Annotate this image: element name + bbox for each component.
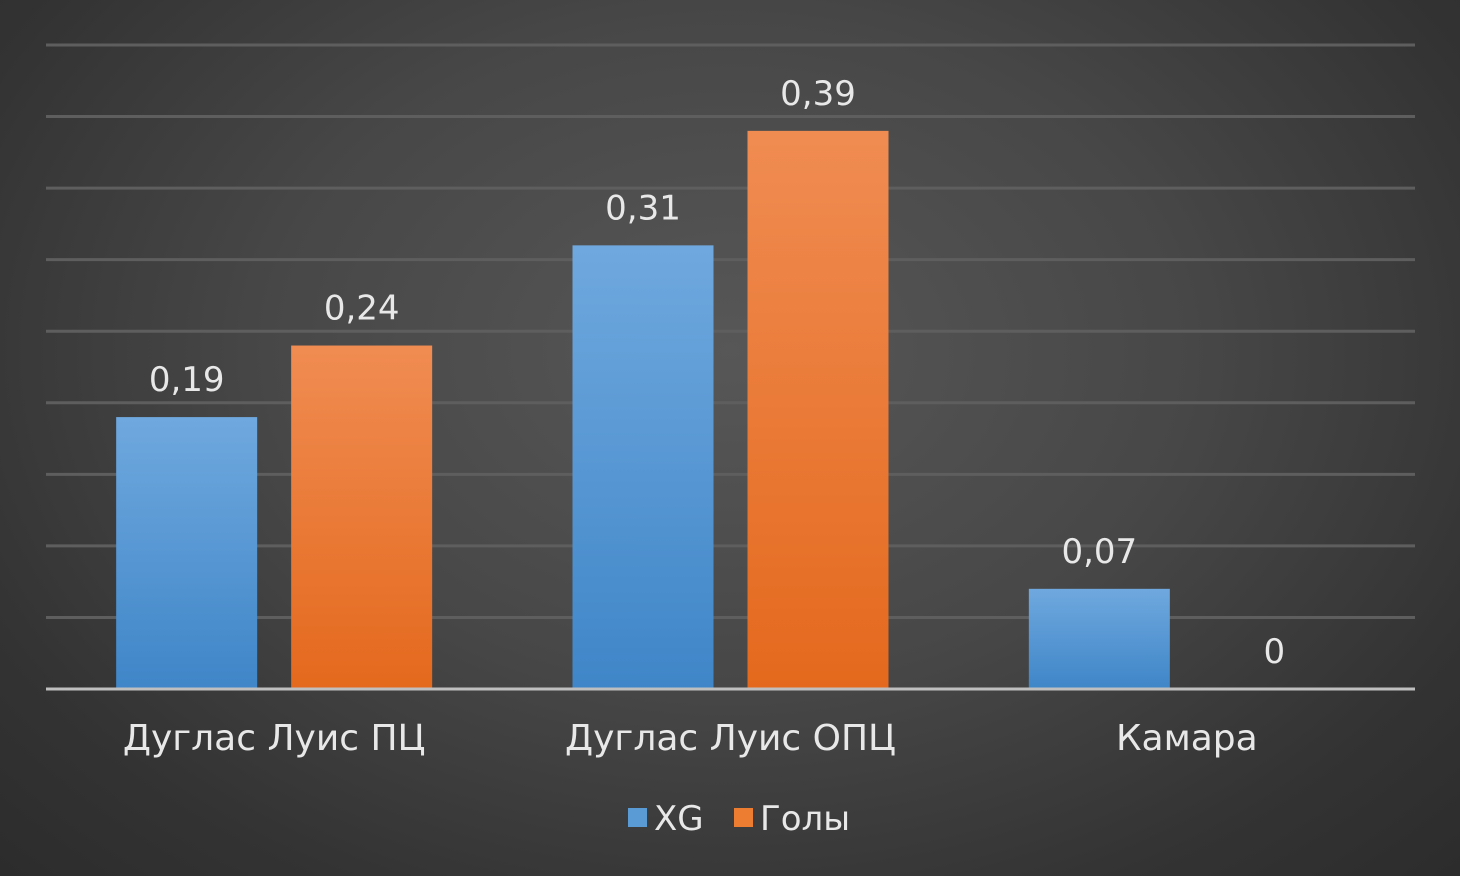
data-label: 0,31	[605, 188, 681, 228]
category-labels: Дуглас Луис ПЦ Дуглас Луис ОПЦ Камара	[123, 718, 1258, 759]
bar-xg	[572, 245, 714, 689]
data-label: 0	[1264, 632, 1286, 672]
data-labels: 0,19 0,24 0,31 0,39 0,07 0	[149, 74, 1285, 672]
bar-xg	[1028, 588, 1170, 689]
category-label: Дуглас Луис ОПЦ	[565, 718, 896, 759]
category-label: Дуглас Луис ПЦ	[123, 718, 426, 759]
bar-goals	[747, 130, 889, 689]
data-label: 0,19	[149, 360, 225, 400]
legend-label: Голы	[760, 799, 850, 839]
legend-label: XG	[654, 799, 704, 839]
data-label: 0,24	[324, 289, 400, 329]
bars	[116, 130, 1170, 689]
legend: XG Голы	[628, 799, 850, 839]
data-label: 0,39	[780, 74, 856, 114]
bar-goals	[291, 345, 433, 689]
gridlines	[46, 43, 1415, 619]
legend-swatch-xg	[628, 808, 647, 827]
bar-xg	[116, 417, 258, 689]
data-label: 0,07	[1061, 532, 1137, 572]
legend-swatch-goals	[734, 808, 753, 827]
category-label: Камара	[1116, 718, 1258, 759]
